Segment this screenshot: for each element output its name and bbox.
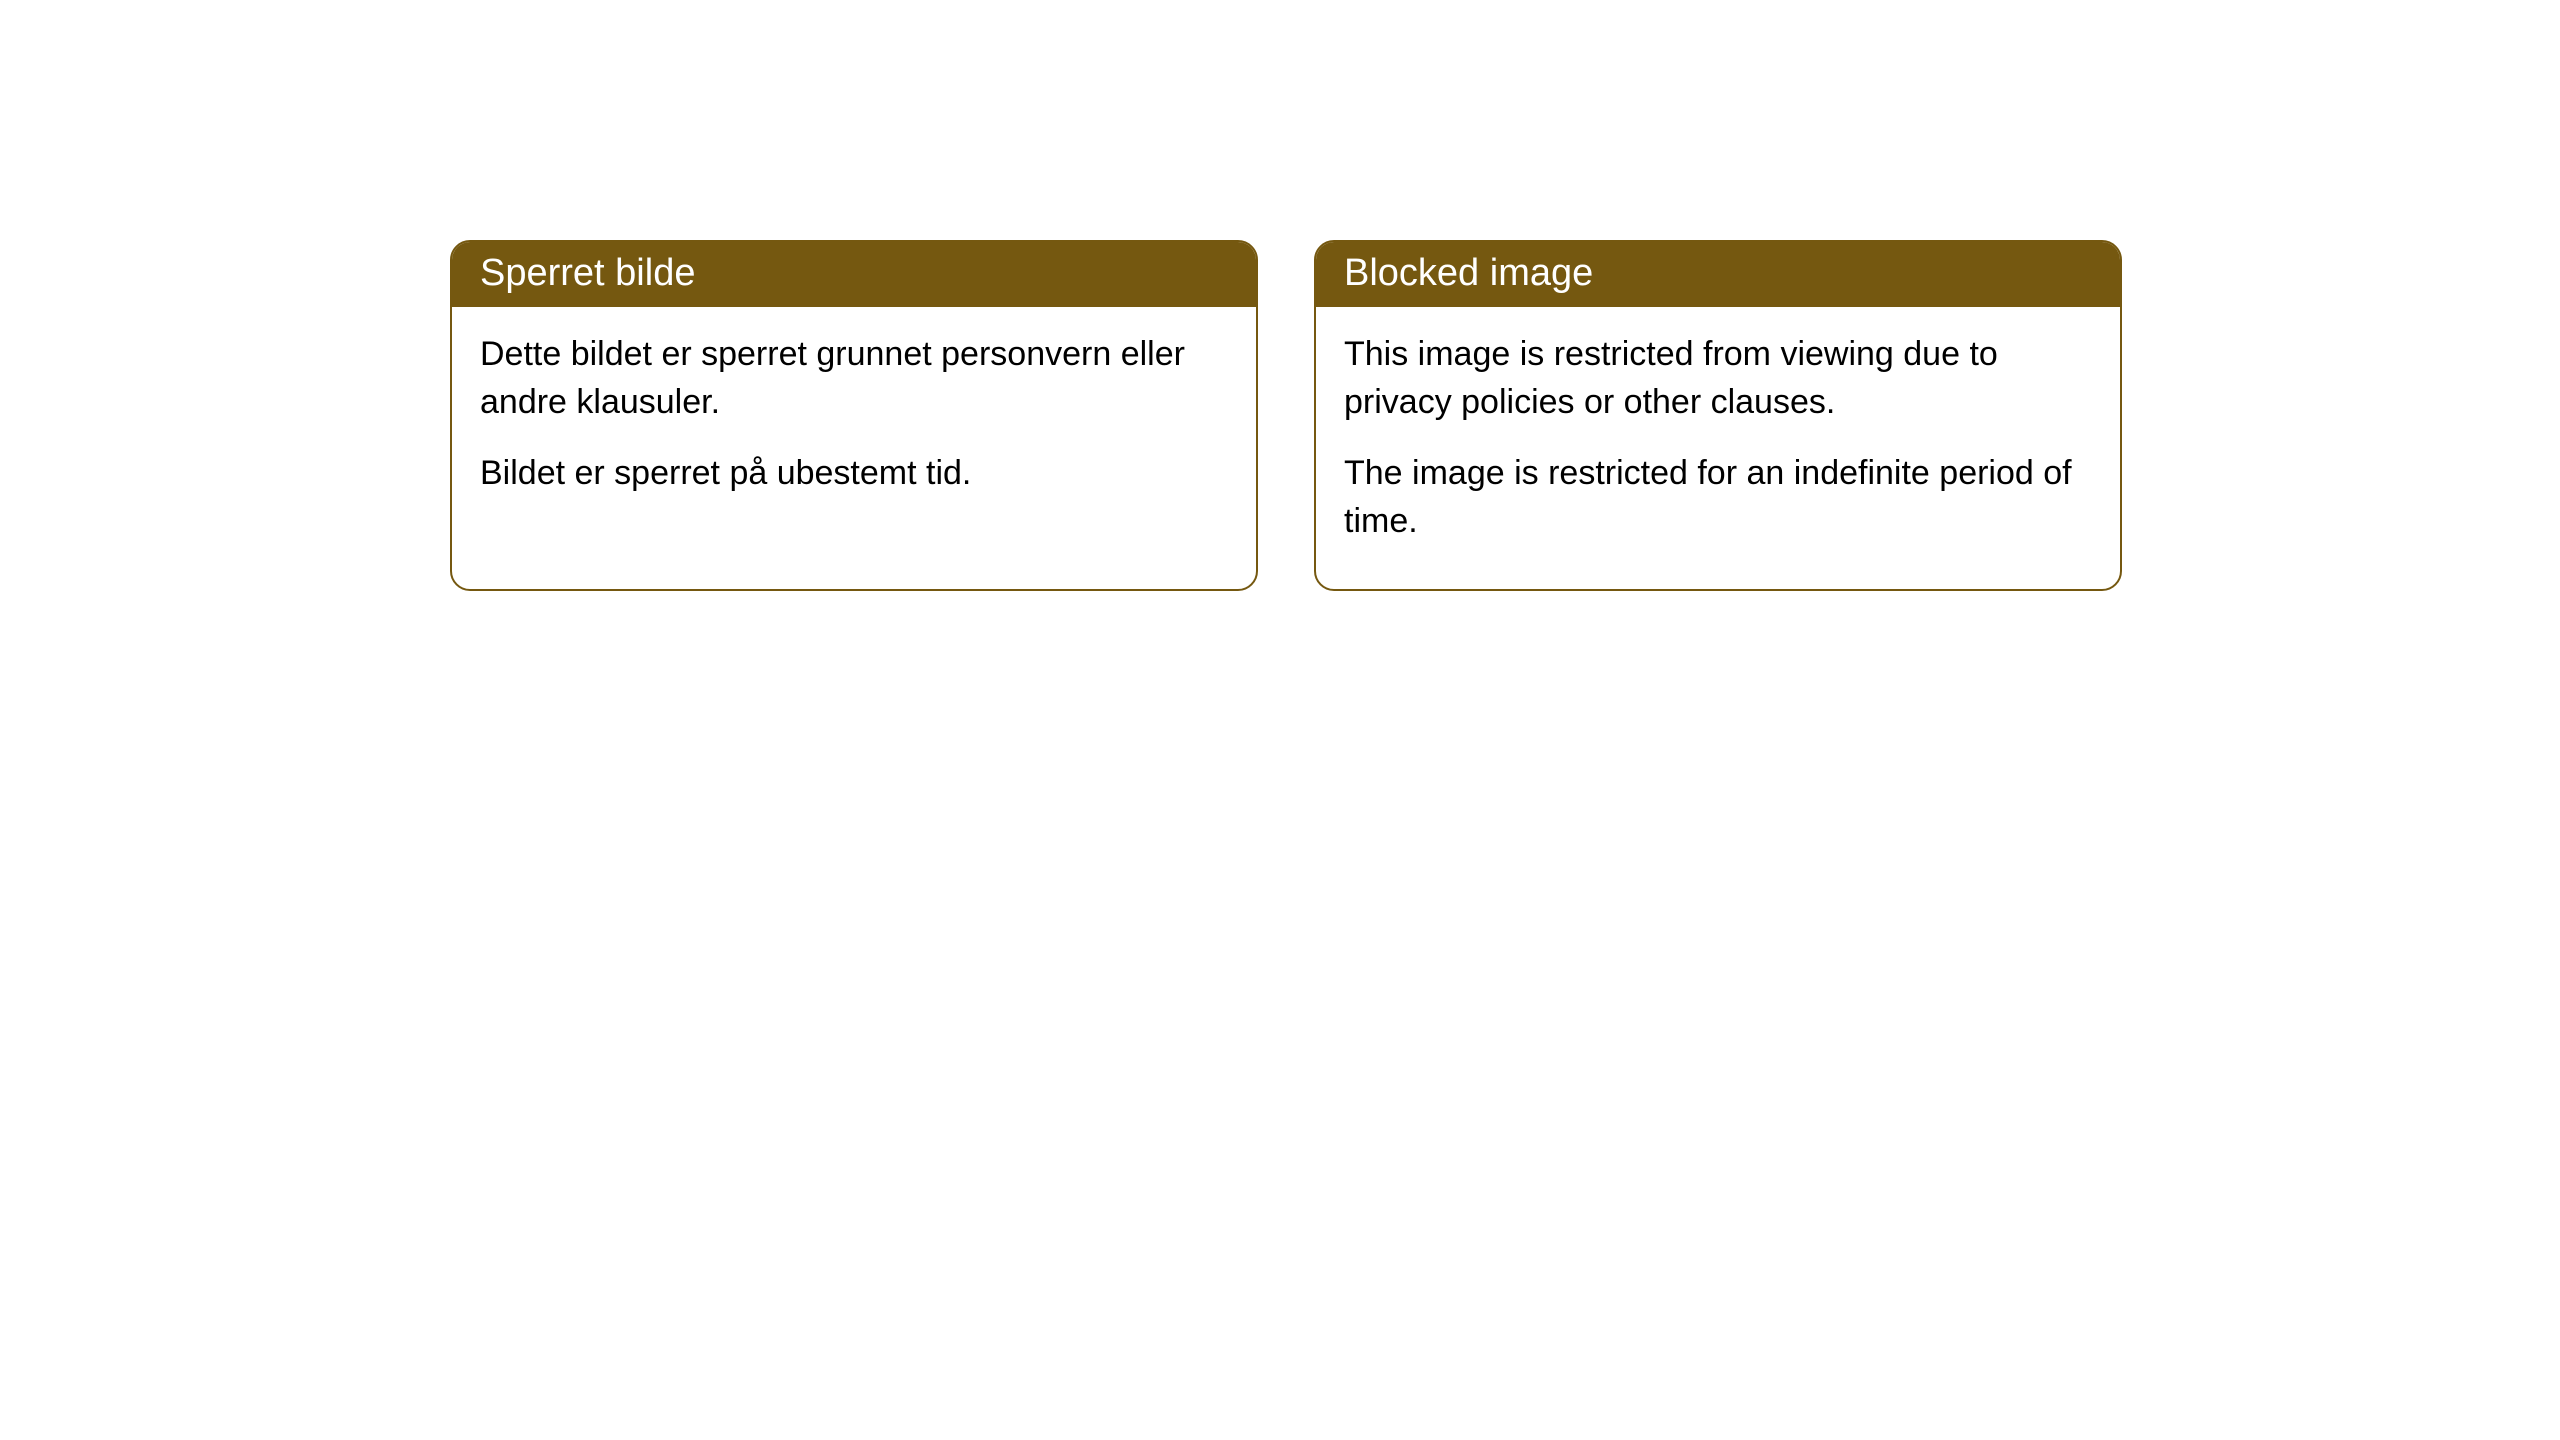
card-body: Dette bildet er sperret grunnet personve…: [452, 307, 1256, 542]
blocked-image-card-english: Blocked image This image is restricted f…: [1314, 240, 2122, 591]
card-header: Blocked image: [1316, 242, 2120, 307]
card-body: This image is restricted from viewing du…: [1316, 307, 2120, 589]
card-title: Blocked image: [1344, 252, 1593, 294]
card-paragraph: This image is restricted from viewing du…: [1344, 331, 2092, 426]
notice-cards-container: Sperret bilde Dette bildet er sperret gr…: [450, 240, 2560, 591]
card-header: Sperret bilde: [452, 242, 1256, 307]
card-paragraph: Dette bildet er sperret grunnet personve…: [480, 331, 1228, 426]
card-title: Sperret bilde: [480, 252, 695, 294]
card-paragraph: The image is restricted for an indefinit…: [1344, 450, 2092, 545]
blocked-image-card-norwegian: Sperret bilde Dette bildet er sperret gr…: [450, 240, 1258, 591]
card-paragraph: Bildet er sperret på ubestemt tid.: [480, 450, 1228, 498]
